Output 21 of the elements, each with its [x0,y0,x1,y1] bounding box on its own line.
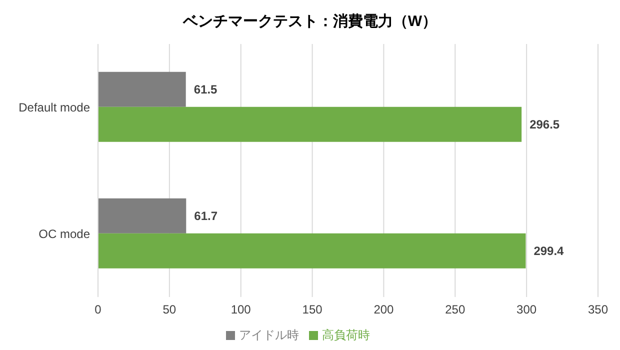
data-label: 296.5 [530,118,560,132]
data-label: 61.7 [194,209,218,224]
legend-label: アイドル時 [239,328,299,342]
legend-label: 高負荷時 [322,328,370,342]
y-tick-label: OC mode [38,227,90,242]
bar [98,233,526,268]
data-label: 61.5 [194,82,218,97]
x-tick-label: 200 [374,302,394,317]
data-label: 299.4 [534,244,564,258]
x-tick-label: 300 [516,302,537,317]
x-tick-label: 50 [162,302,176,317]
chart-title: ベンチマークテスト：消費電力（W） [182,12,438,31]
x-tick-label: 350 [588,302,608,317]
x-tick-label: 150 [302,302,323,317]
bar [98,198,186,234]
y-tick-label: Default mode [18,100,90,115]
x-tick-label: 100 [230,302,252,317]
x-tick-label: 0 [94,302,102,317]
bar [98,72,186,107]
x-tick-label: 250 [445,302,466,317]
bar [98,106,522,142]
